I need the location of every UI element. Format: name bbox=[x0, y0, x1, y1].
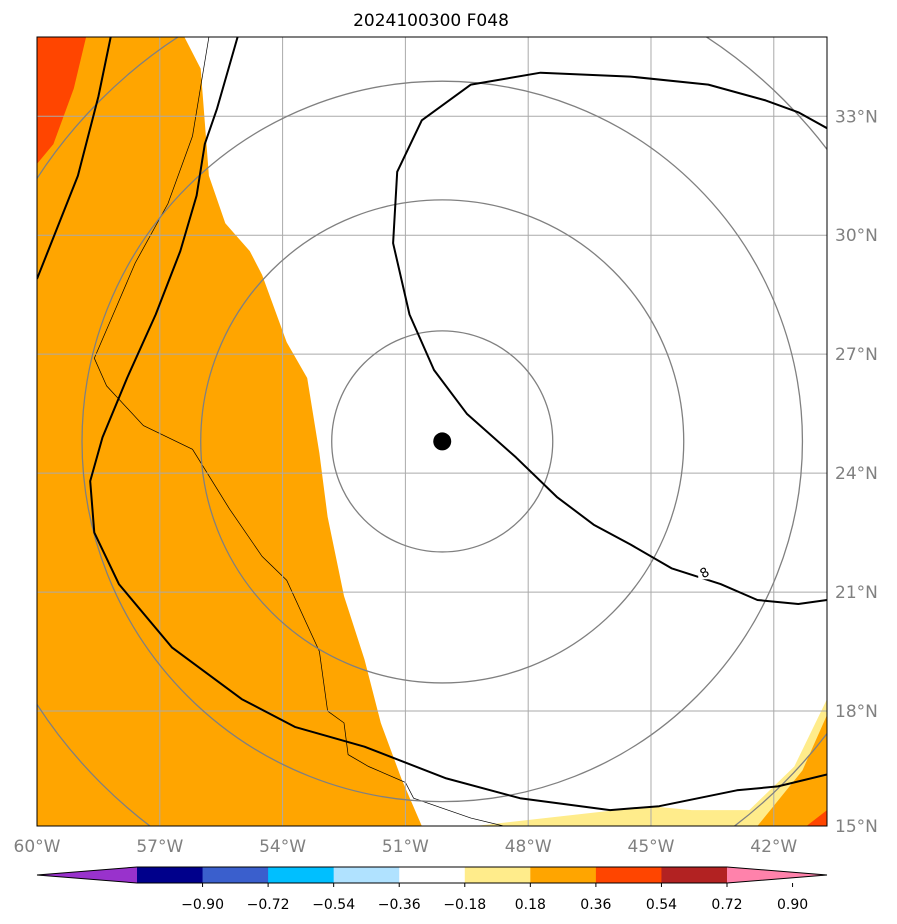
contour-outline-thin bbox=[93, 37, 525, 826]
range-ring bbox=[331, 330, 554, 553]
colorbar-tick-label: 0.18 bbox=[515, 897, 546, 913]
filled-anomaly-layer bbox=[37, 37, 827, 826]
contour-line bbox=[37, 37, 112, 280]
colorbar-segment bbox=[137, 867, 204, 883]
y-tick-label: 15°N bbox=[835, 817, 878, 837]
contour-line bbox=[89, 37, 827, 812]
thin-outline-layer bbox=[93, 37, 525, 826]
colorbar-segment bbox=[399, 867, 466, 883]
filled-region bbox=[37, 37, 87, 164]
range-ring bbox=[81, 80, 804, 803]
x-tick-label: 54°W bbox=[259, 837, 306, 857]
y-tick-label: 18°N bbox=[835, 702, 878, 722]
storm-marker-layer bbox=[433, 432, 452, 451]
x-tick-label: 42°W bbox=[750, 837, 797, 857]
x-tick-label: 45°W bbox=[628, 837, 675, 857]
range-ring bbox=[200, 199, 685, 684]
colorbar-segment bbox=[595, 867, 662, 883]
storm-center-marker bbox=[433, 432, 452, 451]
colorbar-tick-label: 0.54 bbox=[646, 897, 677, 913]
y-tick-label: 33°N bbox=[835, 107, 878, 127]
colorbar-tick-label: −0.54 bbox=[312, 897, 355, 913]
x-tick-label: 48°W bbox=[505, 837, 552, 857]
colorbar-tick-label: −0.36 bbox=[378, 897, 421, 913]
contour-label-background bbox=[698, 563, 711, 580]
chart-title: 2024100300 F048 bbox=[353, 11, 509, 31]
x-tick-label: 51°W bbox=[382, 837, 429, 857]
y-axis-ticks: 15°N 18°N 21°N 24°N 27°N 30°N 33°N bbox=[835, 107, 878, 837]
gridlines bbox=[37, 37, 827, 826]
colorbar-extend-high bbox=[727, 867, 827, 883]
colorbar-tick-label: −0.90 bbox=[181, 897, 224, 913]
colorbar-extend-low bbox=[37, 867, 137, 883]
filled-region bbox=[806, 810, 827, 826]
colorbar-segment bbox=[464, 867, 531, 883]
colorbar-tick-label: 0.36 bbox=[580, 897, 611, 913]
contour-line bbox=[392, 71, 827, 605]
colorbar-segment bbox=[268, 867, 335, 883]
map-frame bbox=[36, 36, 828, 827]
filled-region bbox=[37, 37, 422, 826]
y-tick-label: 27°N bbox=[835, 345, 878, 365]
y-tick-label: 24°N bbox=[835, 464, 878, 484]
x-tick-label: 57°W bbox=[136, 837, 183, 857]
filled-region bbox=[749, 715, 827, 826]
colorbar-segment bbox=[333, 867, 400, 883]
x-axis-ticks: 60°W 57°W 54°W 51°W 48°W 45°W 42°W bbox=[14, 837, 798, 857]
colorbar-segment bbox=[202, 867, 269, 883]
colorbar-segment bbox=[530, 867, 597, 883]
colorbar-tick-label: −0.72 bbox=[247, 897, 290, 913]
colorbar-tick-label: 0.90 bbox=[777, 897, 808, 913]
colorbar-outline bbox=[36, 866, 828, 884]
colorbar-segment bbox=[661, 867, 728, 883]
y-tick-label: 30°N bbox=[835, 226, 878, 246]
colorbar: −0.90 −0.72 −0.54 −0.36 −0.18 0.18 0.36 0.54 0.7… bbox=[36, 866, 828, 913]
colorbar-tick-label: −0.18 bbox=[443, 897, 486, 913]
contour-lines: 8 bbox=[37, 37, 827, 812]
x-tick-label: 60°W bbox=[14, 837, 61, 857]
colorbar-tick-label: 0.72 bbox=[711, 897, 742, 913]
y-tick-label: 21°N bbox=[835, 583, 878, 603]
